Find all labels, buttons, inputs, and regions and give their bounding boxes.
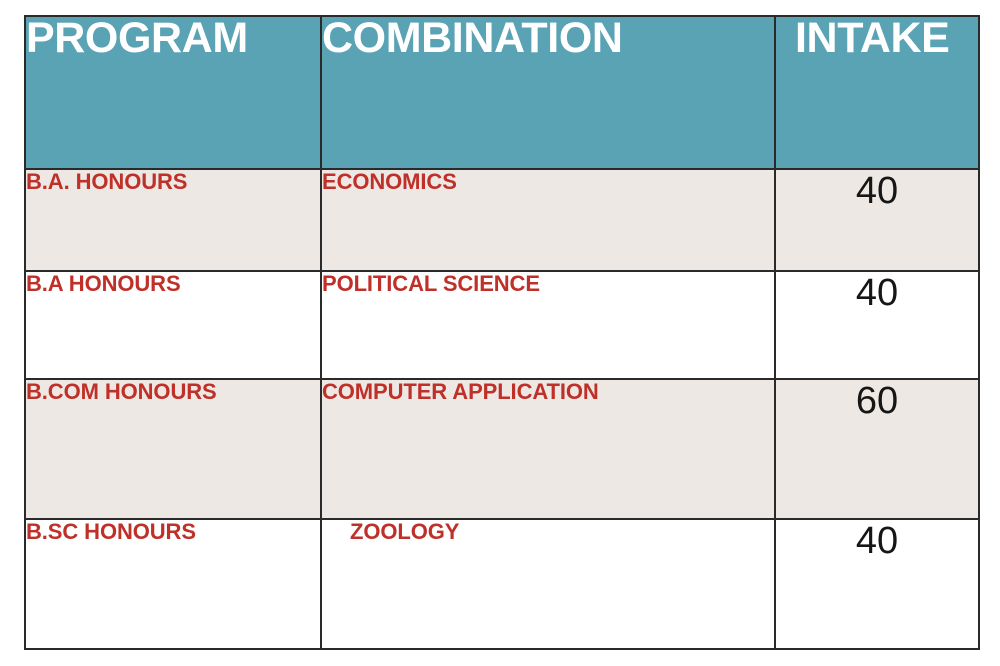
table-header-row: PROGRAM COMBINATION INTAKE — [24, 15, 980, 170]
cell-combination: POLITICAL SCIENCE — [320, 270, 776, 380]
cell-combination: COMPUTER APPLICATION — [320, 378, 776, 520]
cell-program: B.COM HONOURS — [24, 378, 322, 520]
table-row: B.A. HONOURS ECONOMICS 40 — [24, 168, 980, 272]
cell-intake: 40 — [774, 518, 980, 650]
table-body: B.A. HONOURS ECONOMICS 40 B.A HONOURS PO… — [24, 168, 980, 650]
column-header-combination: COMBINATION — [320, 15, 776, 170]
table-row: B.COM HONOURS COMPUTER APPLICATION 60 — [24, 378, 980, 520]
cell-program: B.A. HONOURS — [24, 168, 322, 272]
program-table-container: PROGRAM COMBINATION INTAKE B.A. HONOURS … — [24, 15, 980, 650]
cell-intake: 60 — [774, 378, 980, 520]
cell-intake: 40 — [774, 168, 980, 272]
cell-program: B.A HONOURS — [24, 270, 322, 380]
column-header-program: PROGRAM — [24, 15, 322, 170]
cell-program: B.SC HONOURS — [24, 518, 322, 650]
cell-intake: 40 — [774, 270, 980, 380]
table-row: B.A HONOURS POLITICAL SCIENCE 40 — [24, 270, 980, 380]
cell-combination: ZOOLOGY — [320, 518, 776, 650]
program-intake-table: PROGRAM COMBINATION INTAKE B.A. HONOURS … — [24, 15, 980, 650]
table-header: PROGRAM COMBINATION INTAKE — [24, 15, 980, 170]
cell-combination: ECONOMICS — [320, 168, 776, 272]
table-row: B.SC HONOURS ZOOLOGY 40 — [24, 518, 980, 650]
column-header-intake: INTAKE — [774, 15, 980, 170]
